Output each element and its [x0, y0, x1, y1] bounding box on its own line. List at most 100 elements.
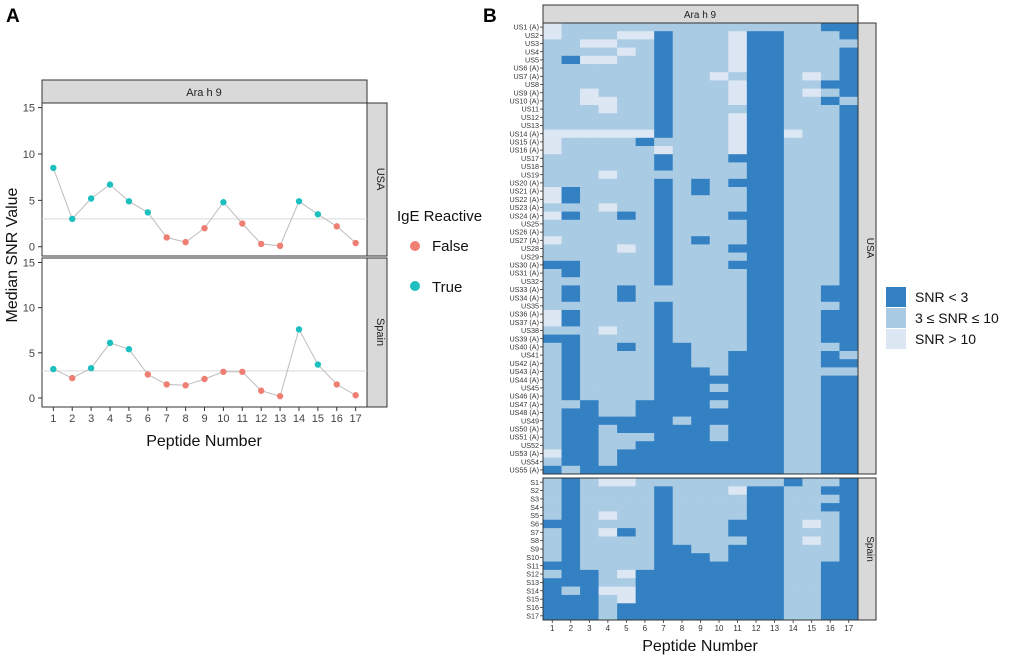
b-cell [635, 105, 655, 114]
b-cell [802, 55, 822, 65]
b-cell [598, 478, 618, 487]
b-cell [765, 39, 785, 48]
b-cell [672, 277, 692, 286]
a-usa-series-line [52, 167, 357, 247]
b-spain-strip-label: Spain [864, 536, 875, 562]
b-cell [580, 578, 599, 587]
b-cell [543, 187, 562, 196]
b-cell [580, 244, 599, 253]
b-cell [672, 528, 692, 537]
b-cell [691, 586, 711, 596]
b-cell [820, 162, 840, 171]
b-cell [783, 162, 803, 171]
b-cell [580, 293, 599, 303]
b-cell [672, 260, 692, 270]
b-row-label: US54 [521, 457, 539, 466]
b-row-label: US25 [521, 220, 539, 229]
b-cell [709, 154, 729, 163]
b-cell [543, 383, 562, 393]
b-cell [617, 162, 636, 171]
b-cell [580, 383, 599, 393]
b-cell [543, 594, 562, 604]
b-cell [820, 203, 840, 212]
b-cell [802, 47, 822, 57]
b-row-label: US19 [521, 170, 539, 179]
b-cell [580, 318, 599, 327]
b-cell [746, 80, 766, 89]
b-cell [746, 400, 766, 409]
b-cell [654, 105, 674, 114]
b-cell [654, 536, 674, 546]
b-cell [746, 310, 766, 319]
b-cell [709, 400, 729, 409]
b-cell [672, 441, 692, 450]
b-row-label: US30 (A) [509, 261, 539, 270]
b-cell [635, 359, 655, 368]
b-cell [746, 277, 766, 286]
b-cell [543, 162, 562, 171]
b-cell [839, 64, 859, 73]
b-cell [746, 544, 766, 554]
b-cell [691, 301, 711, 311]
b-cell [561, 64, 581, 73]
b-cell [561, 113, 581, 122]
b-cell [635, 326, 655, 335]
legend-true-label: True [432, 279, 462, 296]
b-cell [617, 503, 636, 512]
b-cell [746, 457, 766, 467]
b-cell [561, 519, 581, 529]
b-cell [765, 269, 785, 278]
b-cell [617, 96, 636, 106]
b-cell [672, 511, 692, 521]
b-cell [543, 586, 562, 596]
b-cell [765, 494, 785, 504]
b-cell [765, 55, 785, 65]
a-spain-y-tick-label: 0 [29, 393, 35, 405]
b-cell [635, 162, 655, 171]
b-cell [709, 310, 729, 319]
b-row-label: US33 (A) [509, 285, 539, 294]
b-cell [580, 334, 599, 344]
b-cell [802, 375, 822, 385]
b-cell [802, 367, 822, 376]
b-cell [654, 72, 674, 81]
b-cell [839, 285, 859, 294]
b-cell [728, 594, 748, 604]
b-cell [820, 342, 840, 352]
b-cell [654, 269, 674, 278]
b-cell [635, 519, 655, 529]
b-cell [561, 449, 581, 458]
b-cell [820, 113, 840, 122]
b-cell [691, 465, 711, 475]
b-cell [598, 375, 618, 385]
b-cell [709, 285, 729, 294]
b-cell [654, 55, 674, 65]
b-cell [820, 154, 840, 163]
b-cell [543, 277, 562, 286]
b-x-tick-label: 8 [680, 624, 685, 633]
b-cell [691, 528, 711, 537]
b-cell [709, 105, 729, 114]
b-cell [580, 408, 599, 417]
b-cell [820, 105, 840, 114]
b-cell [728, 359, 748, 368]
b-cell [691, 383, 711, 393]
b-cell [728, 195, 748, 204]
b-cell [802, 39, 822, 48]
a-x-tick-label: 9 [201, 413, 207, 425]
a-usa-point [87, 195, 95, 202]
b-cell [580, 88, 599, 98]
b-cell [783, 146, 803, 155]
b-cell [765, 586, 785, 596]
a-spain-point [220, 368, 227, 375]
b-cell [543, 553, 562, 562]
b-cell [561, 478, 581, 487]
b-cell [672, 55, 692, 65]
b-cell [820, 561, 840, 571]
b-cell [598, 146, 618, 155]
b-cell [765, 277, 785, 286]
b-row-label: US55 (A) [509, 466, 539, 475]
b-cell [839, 408, 859, 417]
b-cell [820, 519, 840, 529]
b-row-label: US44 (A) [509, 375, 539, 384]
